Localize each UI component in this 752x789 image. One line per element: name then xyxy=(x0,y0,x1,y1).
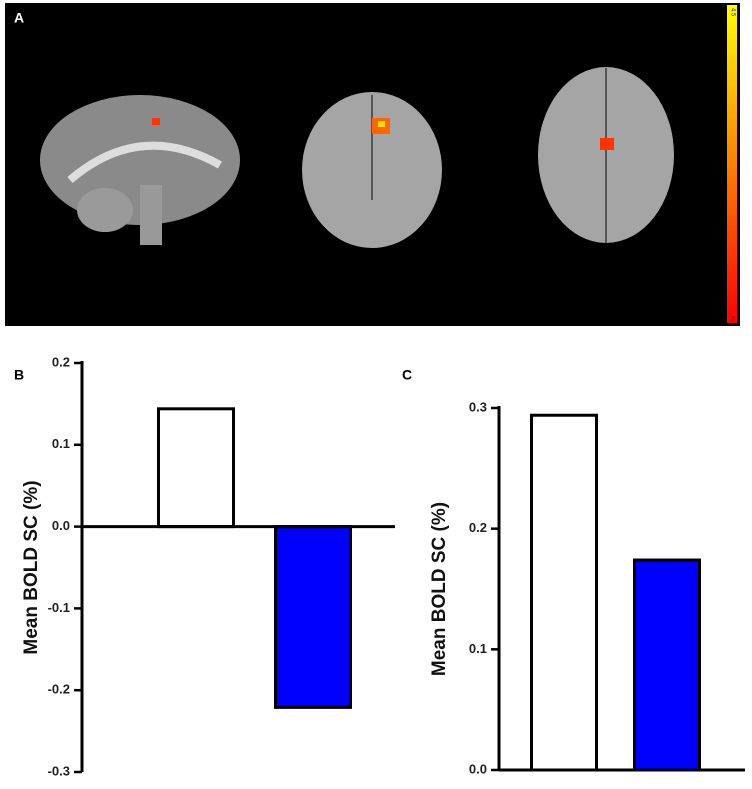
y-tick-label: -0.2 xyxy=(48,682,70,697)
colorbar xyxy=(727,5,737,323)
y-tick-label: -0.3 xyxy=(48,763,70,778)
activation xyxy=(378,121,385,127)
y-tick-label: 0.1 xyxy=(469,641,487,656)
brain-cerebellum xyxy=(77,188,133,232)
y-tick-label: 0.0 xyxy=(52,518,70,533)
panel-label: B xyxy=(14,367,24,383)
y-tick-label: -0.1 xyxy=(48,600,70,615)
bar xyxy=(530,413,598,772)
panel-label: C xyxy=(402,367,412,383)
bar xyxy=(157,407,235,529)
y-tick-label: 0.1 xyxy=(52,436,70,451)
y-tick-label: 0.2 xyxy=(469,520,487,535)
colorbar-label: 3 xyxy=(731,317,735,323)
activation xyxy=(600,138,614,150)
brain-structure xyxy=(67,141,222,184)
brain-stem xyxy=(140,185,162,245)
bar xyxy=(274,525,352,709)
panel-label: A xyxy=(14,10,24,26)
colorbar-label: 4.5 xyxy=(729,8,735,17)
y-axis-label: Mean BOLD SC (%) xyxy=(21,480,42,654)
brain-panel: A 4.5 3 xyxy=(5,3,740,326)
y-tick-label: 0.2 xyxy=(52,354,70,369)
bar xyxy=(633,558,701,772)
activation xyxy=(152,118,160,125)
y-tick-label: 0.0 xyxy=(469,761,487,776)
y-tick-label: 0.3 xyxy=(469,399,487,414)
y-axis-label: Mean BOLD SC (%) xyxy=(429,502,450,676)
